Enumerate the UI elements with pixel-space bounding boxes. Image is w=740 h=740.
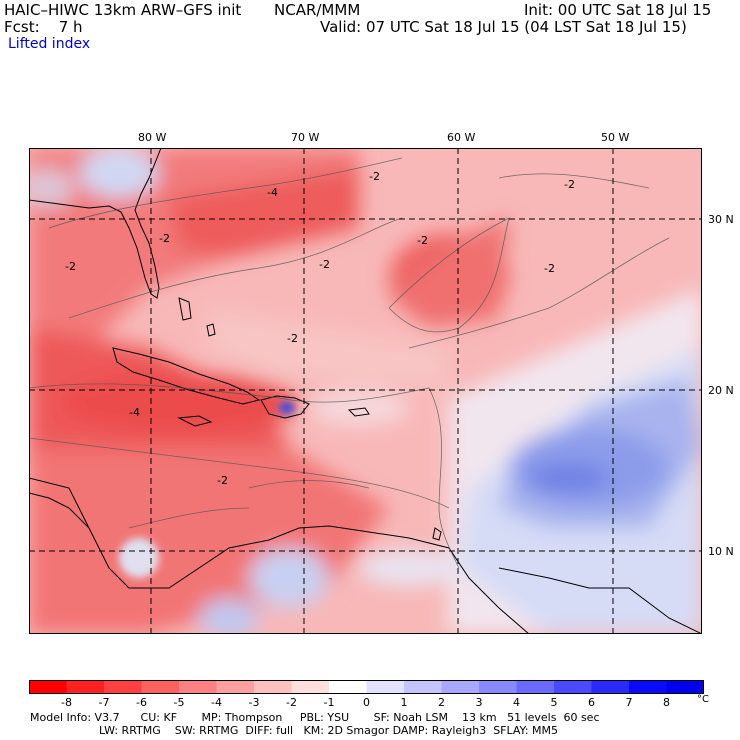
contour-label: -2 — [287, 332, 298, 345]
colorbar-segment — [66, 680, 105, 694]
model-title: HAIC–HIWC 13km ARW–GFS init — [4, 1, 242, 19]
colorbar-segment — [554, 680, 592, 694]
contour-label: -4 — [129, 406, 140, 419]
lon-label-60w: 60 W — [447, 131, 476, 144]
lat-label-10n: 10 N — [708, 545, 734, 558]
colorbar-tick-label: 6 — [588, 696, 595, 709]
colorbar-tick-label: 3 — [475, 696, 483, 709]
colorbar-segment — [179, 680, 217, 694]
colorbar-segment — [404, 680, 442, 694]
contour-label: -2 — [544, 262, 555, 275]
contour-label: -4 — [267, 186, 278, 199]
colorbar-segment — [441, 680, 480, 694]
neutral-patch — [119, 538, 159, 578]
colorbar-segment — [291, 680, 330, 694]
colorbar-tick-label: -5 — [173, 696, 185, 709]
lat-label-30n: 30 N — [708, 213, 734, 226]
colorbar-tick-label: -1 — [323, 696, 335, 709]
colorbar-segment — [629, 680, 667, 694]
colorbar-segment — [329, 680, 367, 694]
strong-positive-core — [279, 402, 295, 414]
colorbar — [29, 680, 704, 694]
colorbar-segment — [104, 680, 142, 694]
contour-label: -2 — [159, 232, 170, 245]
forecast-hour: Fcst: 7 h — [4, 18, 83, 36]
lat-label-20n: 20 N — [708, 384, 734, 397]
colorbar-tick-label: -8 — [61, 696, 72, 709]
colorbar-unit: °C — [697, 694, 709, 705]
map-frame — [29, 148, 702, 634]
colorbar-segment — [666, 680, 704, 694]
lon-label-80w: 80 W — [138, 131, 167, 144]
contour-label-group: -2 -2 -2 -2 -2 -2 -2 -4 -4 -2 -2 — [65, 170, 575, 487]
colorbar-tick-label: -6 — [136, 696, 147, 709]
colorbar-frame — [29, 680, 704, 694]
colorbar-segment — [591, 680, 630, 694]
colorbar-tick-label: -2 — [286, 696, 297, 709]
contour-label: -2 — [369, 170, 380, 183]
colorbar-segment — [516, 680, 555, 694]
colorbar-tick-label: -7 — [98, 696, 110, 709]
colorbar-segment — [479, 680, 517, 694]
field-shading — [29, 148, 702, 634]
valid-time: Valid: 07 UTC Sat 18 Jul 15 (04 LST Sat … — [320, 18, 687, 36]
colorbar-tick-label: 5 — [550, 696, 558, 709]
colorbar-tick-label: -4 — [211, 696, 222, 709]
colorbar-segment — [216, 680, 255, 694]
colorbar-tick-label: 4 — [513, 696, 520, 709]
contour-label: -2 — [564, 178, 575, 191]
lifted-index-map: -2 -2 -2 -2 -2 -2 -2 -4 -4 -2 -2 — [29, 148, 702, 634]
colorbar-tick-label: -3 — [248, 696, 260, 709]
model-info-line2: LW: RRTMG SW: RRTMG DIFF: full KM: 2D Sm… — [99, 724, 559, 737]
lat-lon-grid — [29, 148, 702, 634]
contour-label: -2 — [65, 260, 76, 273]
coastlines — [29, 148, 702, 634]
model-info-line1: Model Info: V3.7 CU: KF MP: Thompson PBL… — [30, 711, 600, 724]
contour-lines — [29, 157, 670, 569]
init-time: Init: 00 UTC Sat 18 Jul 15 — [524, 1, 712, 19]
colorbar-segment — [141, 680, 180, 694]
lon-label-50w: 50 W — [601, 131, 630, 144]
contour-label: -2 — [417, 234, 428, 247]
colorbar-segment — [254, 680, 292, 694]
lon-label-70w: 70 W — [291, 131, 320, 144]
contour-label: -2 — [319, 258, 330, 271]
colorbar-tick-label: 7 — [625, 696, 633, 709]
colorbar-tick-label: 2 — [438, 696, 445, 709]
colorbar-tick-label: 0 — [363, 696, 370, 709]
colorbar-segment — [366, 680, 405, 694]
colorbar-tick-label: 8 — [663, 696, 670, 709]
colorbar-segment — [29, 680, 67, 694]
center-label: NCAR/MMM — [274, 1, 361, 19]
colorbar-tick-label: 1 — [400, 696, 408, 709]
contour-label: -2 — [217, 474, 228, 487]
field-name: Lifted index — [8, 36, 91, 52]
